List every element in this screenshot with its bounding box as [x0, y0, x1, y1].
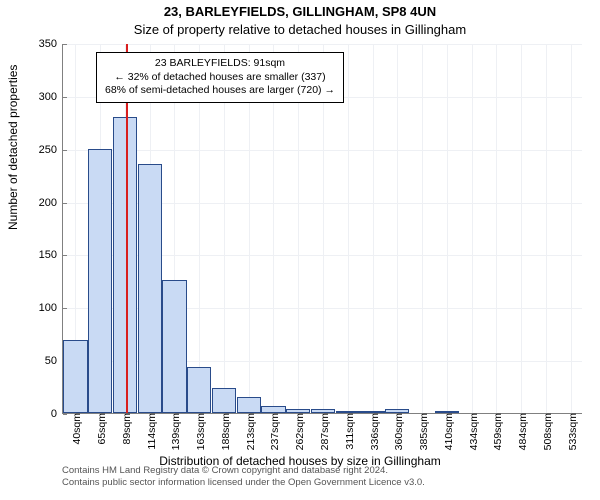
x-tick-label: 484sqm	[513, 413, 529, 450]
x-tick-label: 385sqm	[414, 413, 430, 450]
chart-title-sub: Size of property relative to detached ho…	[0, 22, 600, 37]
x-tick-label: 311sqm	[340, 413, 356, 450]
y-tick-label: 250	[39, 144, 63, 156]
y-tick-label: 350	[39, 38, 63, 50]
y-tick-label: 150	[39, 249, 63, 261]
x-tick-label: 89sqm	[117, 413, 133, 445]
histogram-bar	[212, 388, 236, 413]
gridline-v	[472, 44, 473, 413]
x-tick-label: 360sqm	[389, 413, 405, 450]
x-tick-label: 163sqm	[191, 413, 207, 450]
histogram-bar	[237, 397, 261, 413]
gridline-v	[447, 44, 448, 413]
gridline-v	[397, 44, 398, 413]
y-tick-label: 50	[45, 355, 63, 367]
gridline-v	[422, 44, 423, 413]
y-tick-label: 0	[51, 408, 63, 420]
y-tick-label: 300	[39, 91, 63, 103]
annotation-line1: 23 BARLEYFIELDS: 91sqm	[105, 57, 335, 71]
x-tick-label: 533sqm	[563, 413, 579, 450]
y-tick-label: 100	[39, 302, 63, 314]
gridline-v	[373, 44, 374, 413]
x-tick-label: 237sqm	[265, 413, 281, 450]
attribution-line1: Contains HM Land Registry data © Crown c…	[62, 465, 425, 476]
x-tick-label: 188sqm	[216, 413, 232, 450]
histogram-bar	[138, 164, 162, 413]
annotation-line3: 68% of semi-detached houses are larger (…	[105, 84, 335, 98]
x-tick-label: 262sqm	[290, 413, 306, 450]
x-tick-label: 65sqm	[92, 413, 108, 445]
annotation-line2: ← 32% of detached houses are smaller (33…	[105, 71, 335, 85]
x-tick-label: 336sqm	[365, 413, 381, 450]
x-tick-label: 213sqm	[241, 413, 257, 450]
histogram-bar	[113, 117, 137, 413]
y-tick-label: 200	[39, 197, 63, 209]
x-tick-label: 114sqm	[142, 413, 158, 450]
x-tick-label: 410sqm	[439, 413, 455, 450]
gridline-v	[571, 44, 572, 413]
attribution-line2: Contains public sector information licen…	[62, 477, 425, 488]
attribution: Contains HM Land Registry data © Crown c…	[62, 465, 425, 488]
x-tick-label: 40sqm	[67, 413, 83, 445]
x-tick-label: 139sqm	[166, 413, 182, 450]
histogram-bar	[261, 406, 285, 413]
x-tick-label: 459sqm	[488, 413, 504, 450]
annotation-box: 23 BARLEYFIELDS: 91sqm ← 32% of detached…	[96, 52, 344, 103]
histogram-bar	[187, 367, 211, 414]
gridline-v	[348, 44, 349, 413]
y-axis-label: Number of detached properties	[6, 65, 20, 230]
histogram-bar	[88, 149, 112, 413]
x-tick-label: 508sqm	[538, 413, 554, 450]
x-tick-label: 287sqm	[315, 413, 331, 450]
histogram-bar	[63, 340, 87, 413]
gridline-v	[546, 44, 547, 413]
plot-area: 05010015020025030035040sqm65sqm89sqm114s…	[62, 44, 582, 414]
x-tick-label: 434sqm	[464, 413, 480, 450]
gridline-v	[496, 44, 497, 413]
gridline-v	[521, 44, 522, 413]
histogram-bar	[162, 280, 186, 413]
chart-title-main: 23, BARLEYFIELDS, GILLINGHAM, SP8 4UN	[0, 4, 600, 19]
